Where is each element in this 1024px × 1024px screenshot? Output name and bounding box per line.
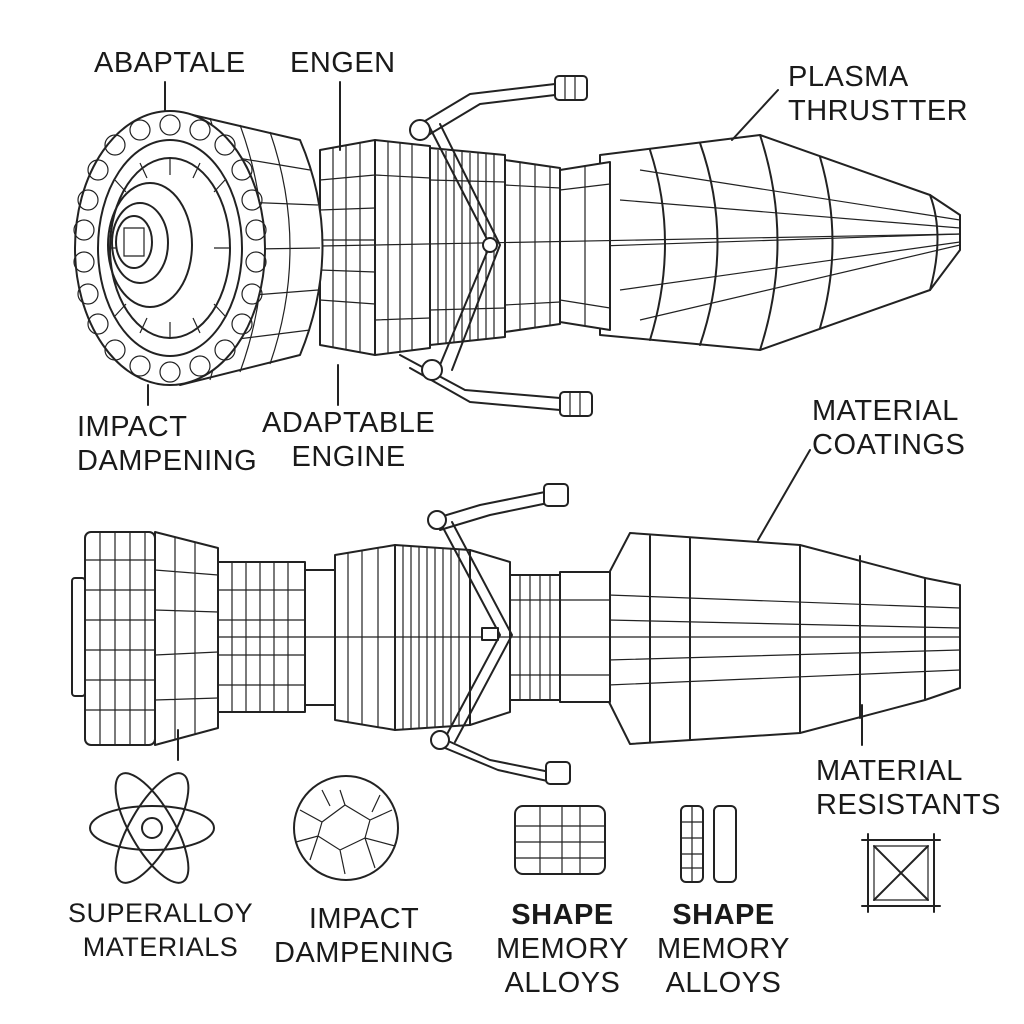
label-material-resistants: MATERIAL RESISTANTS [816, 755, 1001, 821]
label-plasma-thruster: PLASMA THRUSTTER [788, 61, 969, 127]
top-neck-section [320, 140, 960, 355]
cross-brace-frame-icon [862, 834, 940, 912]
label-abaptale: ABAPTALE [94, 47, 246, 79]
honeycomb-ring [74, 115, 266, 382]
grid-panel-icon [515, 806, 605, 874]
label-material-coatings: MATERIAL COATINGS [812, 395, 966, 461]
bottom-core-section [218, 545, 960, 730]
top-intake-dish [74, 111, 323, 385]
top-engine-view [74, 76, 960, 416]
label-shape-memory-alloys-1: SHAPE MEMORY ALLOYS [496, 899, 629, 999]
label-impact-dampening-top: IMPACT DAMPENING [77, 411, 258, 477]
atom-icon [90, 763, 214, 892]
bottom-engine-view [72, 484, 960, 784]
label-engen: ENGEN [290, 47, 396, 79]
split-panel-icon [681, 806, 736, 882]
top-thruster-nose [600, 135, 960, 350]
bottom-support-struts [428, 484, 570, 784]
label-adaptable-engine: ADAPTABLE ENGINE [262, 407, 436, 473]
bottom-thruster-nose [608, 533, 960, 744]
label-shape-memory-alloys-2: SHAPE MEMORY ALLOYS [657, 899, 790, 999]
label-superalloy-materials: SUPERALLOY MATERIALS [68, 898, 254, 962]
top-support-struts [400, 76, 592, 416]
label-impact-dampening-bottom: IMPACT DAMPENING [274, 903, 455, 969]
cracked-sphere-icon [294, 776, 398, 880]
leader-lines [148, 82, 862, 760]
bottom-front-drum [72, 532, 218, 745]
